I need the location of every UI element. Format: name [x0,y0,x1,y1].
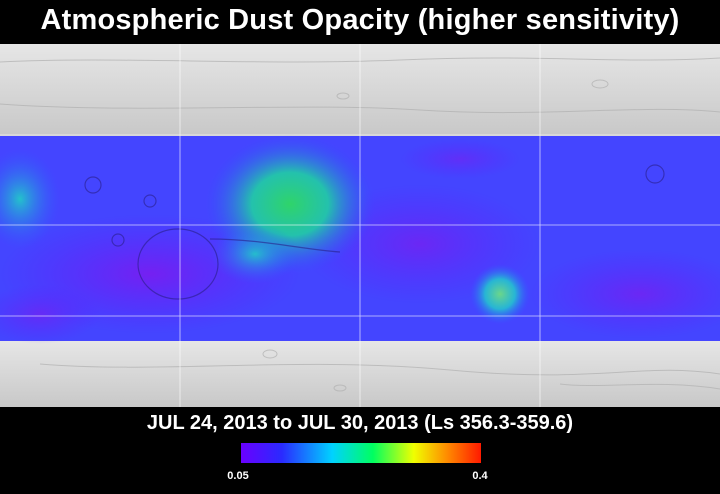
scale-min-label: 0.05 [227,470,249,482]
mars-dust-map [0,44,720,407]
color-scale-bar [241,443,481,463]
map-graphic [0,44,720,407]
map-grid [0,44,720,407]
scale-max-label: 0.4 [472,470,488,482]
date-range-label: JUL 24, 2013 to JUL 30, 2013 (Ls 356.3-3… [146,412,574,434]
map-title: Atmospheric Dust Opacity (higher sensiti… [40,4,680,36]
